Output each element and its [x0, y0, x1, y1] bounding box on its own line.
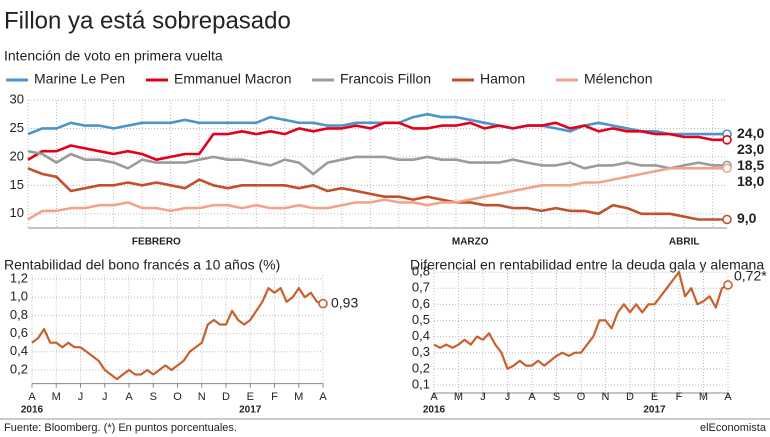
series-line	[433, 271, 729, 370]
y-tick-label: 20	[10, 148, 24, 163]
x-tick-label: M	[294, 391, 303, 403]
y-tick-label: 0,3	[412, 344, 430, 359]
x-tick-label: S	[553, 391, 560, 403]
end-label: 18,5	[737, 157, 764, 173]
x-tick-label: J	[102, 391, 108, 403]
x-tick-label: M	[52, 391, 61, 403]
x-tick-label: O	[577, 391, 586, 403]
x-tick-label: N	[198, 391, 206, 403]
x-tick-label: ABRIL	[669, 237, 700, 248]
y-tick-label: 0,4	[10, 343, 28, 358]
y-tick-label: 0,2	[10, 361, 28, 376]
x-tick-label: S	[150, 391, 157, 403]
x-tick-label: D	[626, 391, 634, 403]
legend-label: Mélenchon	[584, 71, 653, 87]
end-point	[318, 298, 328, 309]
year-label: 2017	[643, 405, 666, 416]
series-line	[27, 121, 727, 161]
year-label: 2016	[21, 405, 44, 416]
series-line	[27, 167, 727, 221]
subtitle: Intención de voto en primera vuelta	[4, 48, 223, 64]
y-tick-label: 1,2	[10, 270, 28, 285]
x-tick-label: A	[430, 391, 438, 403]
x-tick-label: E	[247, 391, 254, 403]
end-label: 0,72*	[734, 268, 767, 284]
chart-title: Rentabilidad del bono francés a 10 años …	[4, 257, 280, 273]
end-label: 9,0	[737, 210, 757, 226]
end-point	[722, 135, 732, 145]
y-tick-label: 30	[10, 91, 24, 106]
y-tick-label: 0,4	[412, 328, 430, 343]
y-tick-label: 0,2	[412, 360, 430, 375]
x-tick-label: D	[222, 391, 230, 403]
x-tick-label: J	[78, 391, 84, 403]
end-label: 18,0	[737, 173, 764, 189]
y-tick-label: 0,8	[10, 307, 28, 322]
x-tick-label: F	[676, 391, 683, 403]
source: Fuente: Bloomberg. (*) En puntos porcent…	[4, 422, 237, 434]
series-line	[27, 112, 727, 136]
y-tick-label: 15	[10, 177, 24, 192]
x-tick-label: A	[28, 391, 36, 403]
year-label: 2017	[239, 405, 262, 416]
x-tick-label: J	[505, 391, 511, 403]
x-tick-label: M	[454, 391, 463, 403]
y-tick-label: 0,1	[412, 376, 430, 391]
x-tick-label: A	[528, 391, 536, 403]
y-tick-label: 1,0	[10, 289, 28, 304]
x-tick-label: A	[724, 391, 732, 403]
x-tick-label: N	[602, 391, 610, 403]
y-tick-label: 10	[10, 205, 24, 220]
title: Fillon ya está sobrepasado	[4, 7, 291, 34]
x-tick-label: M	[699, 391, 708, 403]
series-line	[27, 167, 727, 221]
x-tick-label: F	[271, 391, 278, 403]
legend-label: Marine Le Pen	[34, 71, 125, 87]
series-line	[31, 287, 324, 381]
x-tick-label: FEBRERO	[132, 237, 181, 248]
y-tick-label: 0,8	[412, 264, 430, 279]
end-label: 0,93	[331, 294, 358, 310]
legend-label: Francois Fillon	[340, 71, 431, 87]
end-point	[722, 214, 732, 225]
x-tick-label: A	[319, 391, 327, 403]
year-label: 2016	[423, 405, 446, 416]
x-tick-label: MARZO	[452, 237, 489, 248]
x-tick-label: E	[651, 391, 658, 403]
end-label: 23,0	[737, 141, 764, 157]
end-point	[723, 280, 733, 290]
y-tick-label: 25	[10, 120, 24, 135]
x-tick-label: A	[125, 391, 133, 403]
end-point	[722, 163, 732, 174]
chart-title: Diferencial en rentabilidad entre la deu…	[410, 257, 764, 273]
legend-label: Emmanuel Macron	[174, 71, 292, 87]
legend-label: Hamon	[480, 71, 525, 87]
y-tick-label: 0,6	[10, 325, 28, 340]
series-line	[27, 149, 727, 176]
y-tick-label: 0,6	[412, 296, 430, 311]
y-tick-label: 0,5	[412, 312, 430, 327]
y-tick-label: 0,7	[412, 280, 430, 295]
end-label: 24,0	[737, 125, 764, 141]
x-tick-label: O	[173, 391, 182, 403]
brand: elEconomista	[700, 422, 767, 434]
x-tick-label: J	[480, 391, 486, 403]
